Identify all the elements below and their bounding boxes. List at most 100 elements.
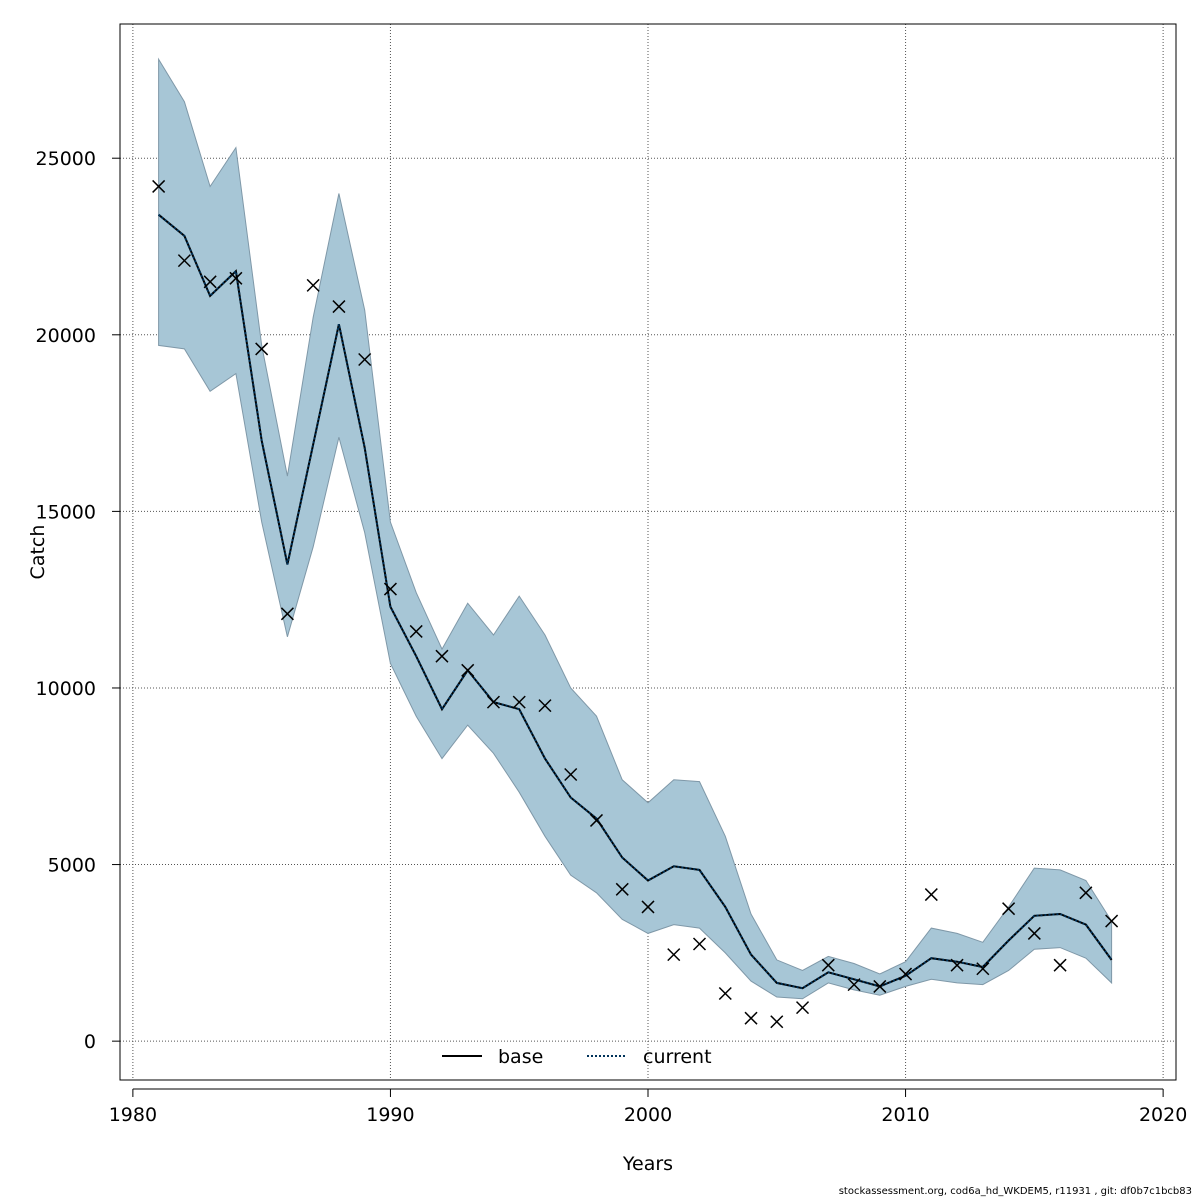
observed-point-stroke — [1027, 926, 1041, 940]
observed-point — [280, 607, 294, 621]
legend-label-current: current — [643, 1046, 712, 1068]
y-axis: 0 5000 10000 15000 20000 25000 — [36, 148, 121, 1053]
observed-point — [435, 649, 449, 663]
observed-point — [1053, 958, 1067, 972]
observed-point-stroke — [255, 342, 269, 356]
observed-point-stroke — [280, 607, 294, 621]
observed-point-stroke — [229, 271, 243, 285]
observed-point — [796, 1001, 810, 1015]
observed-point — [615, 882, 629, 896]
observed-points — [152, 179, 1119, 1029]
footer-note: stockassessment.org, cod6a_hd_WKDEM5, r1… — [838, 1186, 1192, 1197]
observed-point — [229, 271, 243, 285]
x-tick-label: 2020 — [1139, 1104, 1187, 1126]
y-tick-label: 15000 — [36, 501, 96, 523]
observed-point — [899, 967, 913, 981]
observed-point — [486, 695, 500, 709]
observed-point-stroke — [1105, 914, 1119, 928]
observed-point — [821, 958, 835, 972]
observed-point — [306, 278, 320, 292]
observed-point-stroke — [486, 695, 500, 709]
y-tick-label: 0 — [84, 1031, 96, 1053]
legend: base current — [442, 1046, 712, 1068]
observed-point — [177, 254, 191, 268]
observed-point — [1002, 902, 1016, 916]
observed-point-stroke — [177, 254, 191, 268]
observed-point — [873, 979, 887, 993]
observed-point-stroke — [796, 1001, 810, 1015]
observed-point-stroke — [589, 813, 604, 827]
observed-point — [383, 582, 397, 596]
x-tick-label: 2000 — [624, 1104, 672, 1126]
observed-point-stroke — [950, 958, 964, 972]
confidence-band — [158, 57, 1113, 1000]
observed-point — [667, 948, 681, 962]
observed-point-stroke — [899, 967, 913, 981]
observed-point-stroke — [306, 278, 320, 292]
observed-point-stroke — [667, 948, 681, 962]
observed-point — [1027, 926, 1041, 940]
observed-point-stroke — [847, 978, 861, 992]
y-tick-label: 25000 — [36, 148, 96, 170]
observed-point — [692, 937, 707, 951]
observed-point-stroke — [976, 962, 990, 976]
observed-point — [924, 888, 938, 902]
observed-point-stroke — [615, 882, 629, 896]
observed-point — [358, 352, 372, 367]
observed-point — [1079, 886, 1093, 900]
observed-point — [461, 663, 475, 677]
observed-point — [744, 1011, 758, 1025]
observed-point — [538, 699, 552, 713]
y-tick-label: 20000 — [36, 325, 96, 347]
observed-point — [332, 300, 346, 314]
observed-point — [641, 900, 655, 914]
y-tick-label: 5000 — [48, 855, 96, 877]
observed-point-stroke — [332, 300, 346, 314]
observed-point — [564, 767, 578, 782]
observed-point-stroke — [873, 979, 887, 993]
observed-point-stroke — [512, 695, 526, 709]
observed-point-stroke — [538, 699, 552, 713]
observed-point — [950, 958, 964, 972]
observed-point-stroke — [821, 958, 835, 972]
x-axis-title: Years — [622, 1153, 673, 1175]
observed-point-stroke — [358, 352, 372, 367]
y-axis-title: Catch — [27, 525, 49, 580]
observed-point — [152, 179, 166, 193]
observed-point-stroke — [564, 767, 578, 782]
observed-point-stroke — [1053, 958, 1067, 972]
observed-point-stroke — [744, 1011, 758, 1025]
observed-point — [847, 978, 861, 992]
observed-point-stroke — [152, 179, 166, 193]
observed-point-stroke — [1002, 902, 1016, 916]
observed-point-stroke — [383, 582, 397, 596]
x-axis: 1980 1990 2000 2010 2020 — [109, 1088, 1187, 1126]
observed-point-stroke — [1079, 886, 1093, 900]
series-line-current — [157, 213, 1113, 990]
y-tick-label: 10000 — [36, 678, 96, 700]
x-tick-label: 1990 — [366, 1104, 414, 1126]
observed-point-stroke — [770, 1015, 784, 1029]
observed-point — [255, 342, 269, 356]
legend-label-base: base — [498, 1046, 543, 1068]
observed-point — [718, 986, 732, 1001]
observed-point — [409, 624, 423, 638]
observed-point — [512, 695, 526, 709]
x-tick-label: 1980 — [109, 1104, 157, 1126]
x-tick-label: 2010 — [881, 1104, 929, 1126]
observed-point-stroke — [409, 624, 423, 638]
observed-point-stroke — [435, 649, 449, 663]
observed-point — [203, 275, 217, 289]
observed-point-stroke — [203, 275, 217, 289]
observed-point-stroke — [692, 937, 707, 951]
confidence-band-area — [158, 57, 1113, 1000]
observed-point-stroke — [461, 663, 475, 677]
observed-point-stroke — [718, 986, 732, 1001]
observed-point-stroke — [924, 888, 938, 902]
observed-point — [589, 813, 604, 827]
observed-point-stroke — [641, 900, 655, 914]
observed-point — [976, 962, 990, 976]
observed-point — [1105, 914, 1119, 928]
observed-point — [770, 1015, 784, 1029]
